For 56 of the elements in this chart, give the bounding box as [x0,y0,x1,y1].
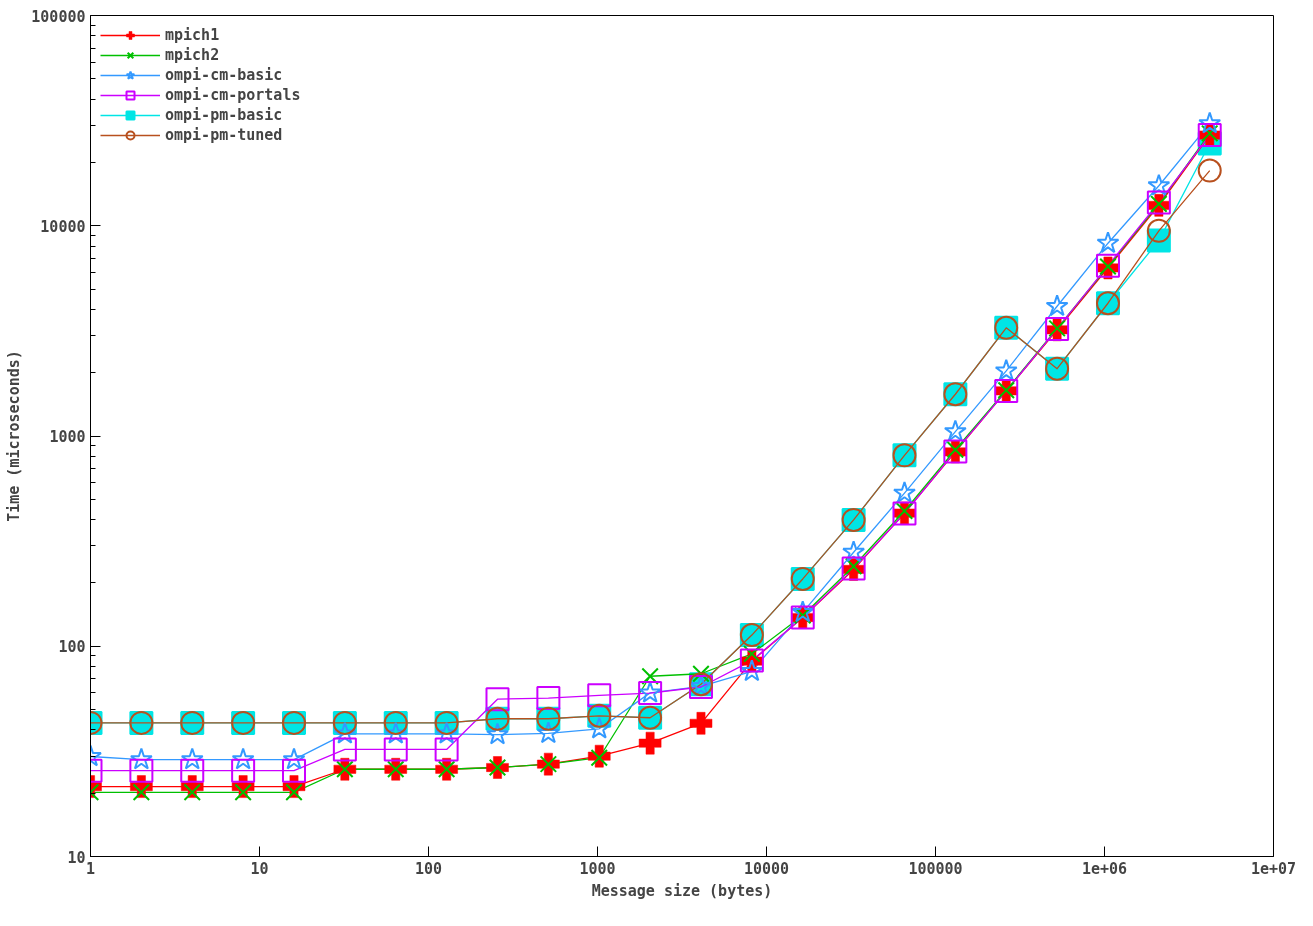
legend-label: ompi-cm-portals [165,86,301,104]
point [587,716,611,739]
point [231,747,255,770]
point [282,758,306,783]
point [1198,111,1222,134]
point [994,358,1018,381]
point [282,747,306,770]
point [180,758,205,783]
legend-label: ompi-pm-basic [165,106,283,124]
point [231,758,256,783]
x-tick-label: 100 [414,859,443,878]
y-tick-label: 100000 [31,7,86,26]
x-tick-label: 10000 [743,859,790,878]
x-tick-label: 1e+07 [1250,859,1297,878]
point [536,721,560,744]
y-tick-label: 100 [58,638,86,657]
point [434,737,459,762]
point [893,481,916,504]
point [842,540,866,563]
point [638,731,662,755]
point [383,737,408,762]
point [332,737,357,762]
point [536,686,561,711]
legend-label: ompi-cm-basic [165,66,283,84]
point [943,419,967,442]
y-tick-label: 1000 [49,428,86,446]
point [1197,158,1222,183]
point [692,664,710,683]
point [333,721,357,744]
x-tick-label: 100000 [908,859,963,878]
y-tick-label: 10000 [40,217,86,236]
point [740,659,764,682]
point [129,758,154,783]
point [641,667,659,686]
x-tick-label: 1e+06 [1081,859,1128,878]
point [486,722,509,745]
x-tick-label: 1000 [579,859,616,878]
x-tick-label: 10 [250,859,269,878]
point [1146,218,1171,243]
x-axis-title: Message size (bytes) [591,881,773,900]
legend-label: mpich1 [165,26,220,44]
point [1096,231,1120,254]
legend-label: ompi-pm-tuned [165,126,283,144]
point [689,712,713,735]
x-tick-label: 1 [85,859,96,878]
point [1147,173,1171,196]
y-axis-title: Time (microseconds) [5,350,24,522]
legend-label: mpich2 [165,46,220,64]
point [180,747,204,770]
point [435,721,459,744]
point [791,600,815,623]
point [384,721,408,744]
point [587,683,612,708]
point [129,747,153,770]
point [1045,294,1069,317]
point [485,687,510,712]
